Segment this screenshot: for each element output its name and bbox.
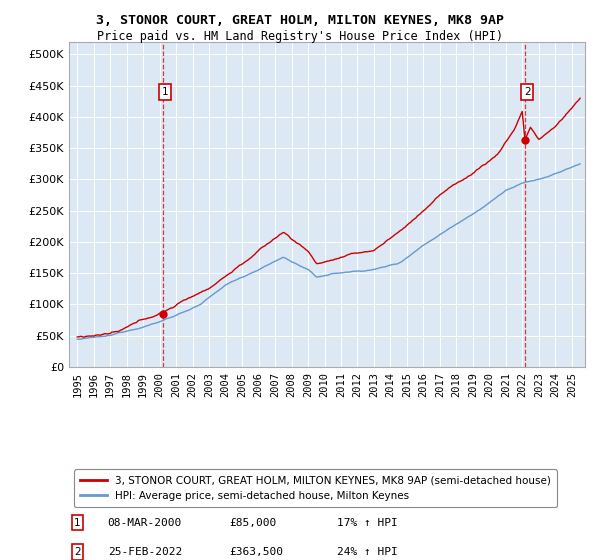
Text: 17% ↑ HPI: 17% ↑ HPI <box>337 517 398 528</box>
Text: Price paid vs. HM Land Registry's House Price Index (HPI): Price paid vs. HM Land Registry's House … <box>97 30 503 43</box>
Text: 24% ↑ HPI: 24% ↑ HPI <box>337 547 398 557</box>
Text: 3, STONOR COURT, GREAT HOLM, MILTON KEYNES, MK8 9AP: 3, STONOR COURT, GREAT HOLM, MILTON KEYN… <box>96 14 504 27</box>
Text: 1: 1 <box>162 87 169 97</box>
Text: £363,500: £363,500 <box>229 547 283 557</box>
Text: 2: 2 <box>74 547 81 557</box>
Legend: 3, STONOR COURT, GREAT HOLM, MILTON KEYNES, MK8 9AP (semi-detached house), HPI: : 3, STONOR COURT, GREAT HOLM, MILTON KEYN… <box>74 469 557 507</box>
Text: 25-FEB-2022: 25-FEB-2022 <box>108 547 182 557</box>
Text: 1: 1 <box>74 517 81 528</box>
Text: 2: 2 <box>524 87 530 97</box>
Text: £85,000: £85,000 <box>229 517 276 528</box>
Text: 08-MAR-2000: 08-MAR-2000 <box>108 517 182 528</box>
